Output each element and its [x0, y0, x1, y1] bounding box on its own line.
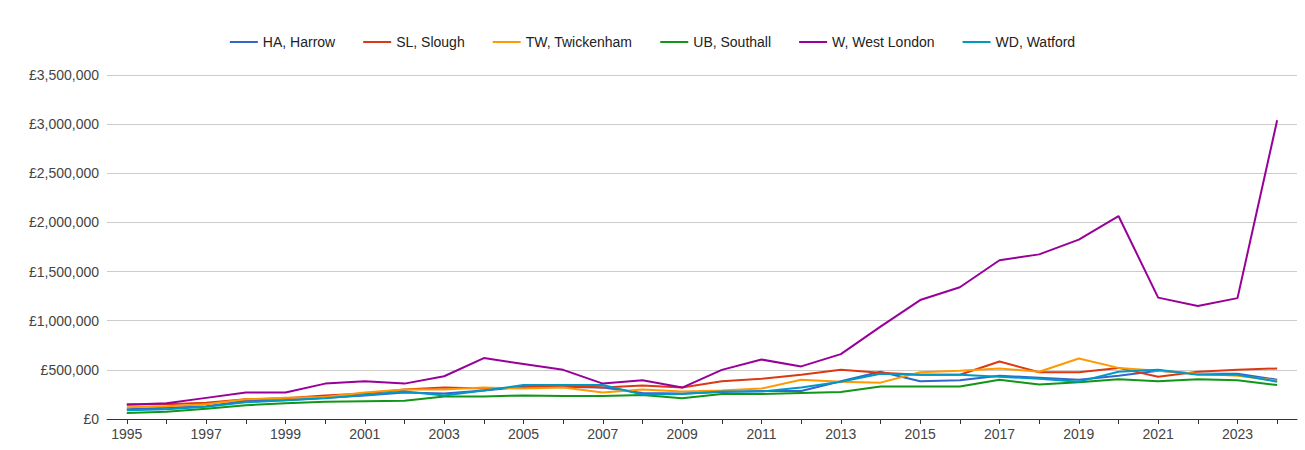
svg-text:W, West London: W, West London	[832, 34, 934, 50]
svg-text:£0: £0	[83, 411, 99, 427]
svg-text:1999: 1999	[270, 426, 301, 442]
svg-text:2007: 2007	[587, 426, 618, 442]
svg-text:1995: 1995	[111, 426, 142, 442]
svg-text:2013: 2013	[825, 426, 856, 442]
svg-text:WD, Watford: WD, Watford	[996, 34, 1076, 50]
svg-text:2005: 2005	[508, 426, 539, 442]
svg-text:SL, Slough: SL, Slough	[396, 34, 465, 50]
svg-text:UB, Southall: UB, Southall	[693, 34, 771, 50]
svg-text:£1,000,000: £1,000,000	[29, 313, 99, 329]
svg-text:2015: 2015	[905, 426, 936, 442]
svg-text:£3,000,000: £3,000,000	[29, 116, 99, 132]
svg-text:2001: 2001	[349, 426, 380, 442]
svg-text:2019: 2019	[1063, 426, 1094, 442]
svg-text:HA, Harrow: HA, Harrow	[263, 34, 336, 50]
svg-text:2003: 2003	[429, 426, 460, 442]
svg-text:2011: 2011	[746, 426, 776, 442]
svg-text:£500,000: £500,000	[41, 362, 100, 378]
svg-text:2023: 2023	[1222, 426, 1253, 442]
svg-text:2017: 2017	[984, 426, 1015, 442]
svg-text:£2,500,000: £2,500,000	[29, 165, 99, 181]
svg-text:£2,000,000: £2,000,000	[29, 214, 99, 230]
svg-text:2021: 2021	[1143, 426, 1174, 442]
svg-text:£1,500,000: £1,500,000	[29, 264, 99, 280]
svg-text:1997: 1997	[191, 426, 222, 442]
svg-text:£3,500,000: £3,500,000	[29, 67, 99, 83]
svg-text:TW, Twickenham: TW, Twickenham	[526, 34, 632, 50]
svg-text:2009: 2009	[667, 426, 698, 442]
